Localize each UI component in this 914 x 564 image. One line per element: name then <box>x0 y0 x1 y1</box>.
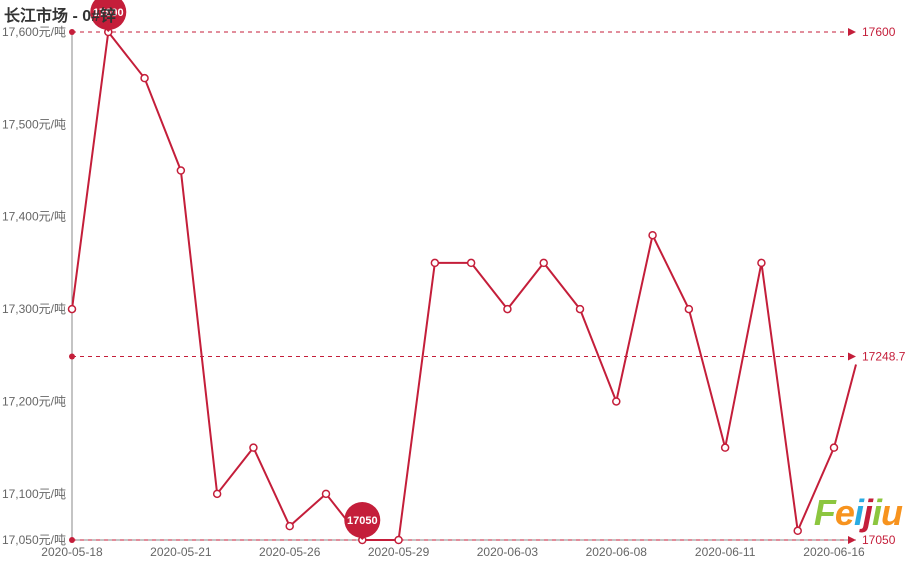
chart-container: 长江市场 - 0#锌 17,050元/吨17,100元/吨17,200元/吨17… <box>0 0 914 564</box>
svg-text:17,500元/吨: 17,500元/吨 <box>2 117 66 131</box>
price-line-chart: 17,050元/吨17,100元/吨17,200元/吨17,300元/吨17,4… <box>0 0 914 564</box>
svg-text:2020-05-26: 2020-05-26 <box>259 545 321 559</box>
svg-text:17,100元/吨: 17,100元/吨 <box>2 487 66 501</box>
svg-text:17600: 17600 <box>862 25 896 39</box>
svg-text:17,600元/吨: 17,600元/吨 <box>2 25 66 39</box>
svg-text:17,400元/吨: 17,400元/吨 <box>2 210 66 224</box>
svg-text:2020-06-11: 2020-06-11 <box>695 545 756 559</box>
svg-text:17,300元/吨: 17,300元/吨 <box>2 302 66 316</box>
svg-text:2020-06-08: 2020-06-08 <box>586 545 648 559</box>
svg-text:17248.7: 17248.7 <box>862 349 906 363</box>
chart-title: 长江市场 - 0#锌 <box>4 2 116 26</box>
svg-text:2020-05-18: 2020-05-18 <box>41 545 103 559</box>
svg-text:17050: 17050 <box>347 515 378 527</box>
svg-text:2020-06-03: 2020-06-03 <box>477 545 539 559</box>
svg-text:17,200元/吨: 17,200元/吨 <box>2 394 66 408</box>
svg-text:2020-06-16: 2020-06-16 <box>803 545 865 559</box>
svg-text:2020-05-21: 2020-05-21 <box>150 545 212 559</box>
svg-text:2020-05-29: 2020-05-29 <box>368 545 430 559</box>
svg-text:17050: 17050 <box>862 533 896 547</box>
